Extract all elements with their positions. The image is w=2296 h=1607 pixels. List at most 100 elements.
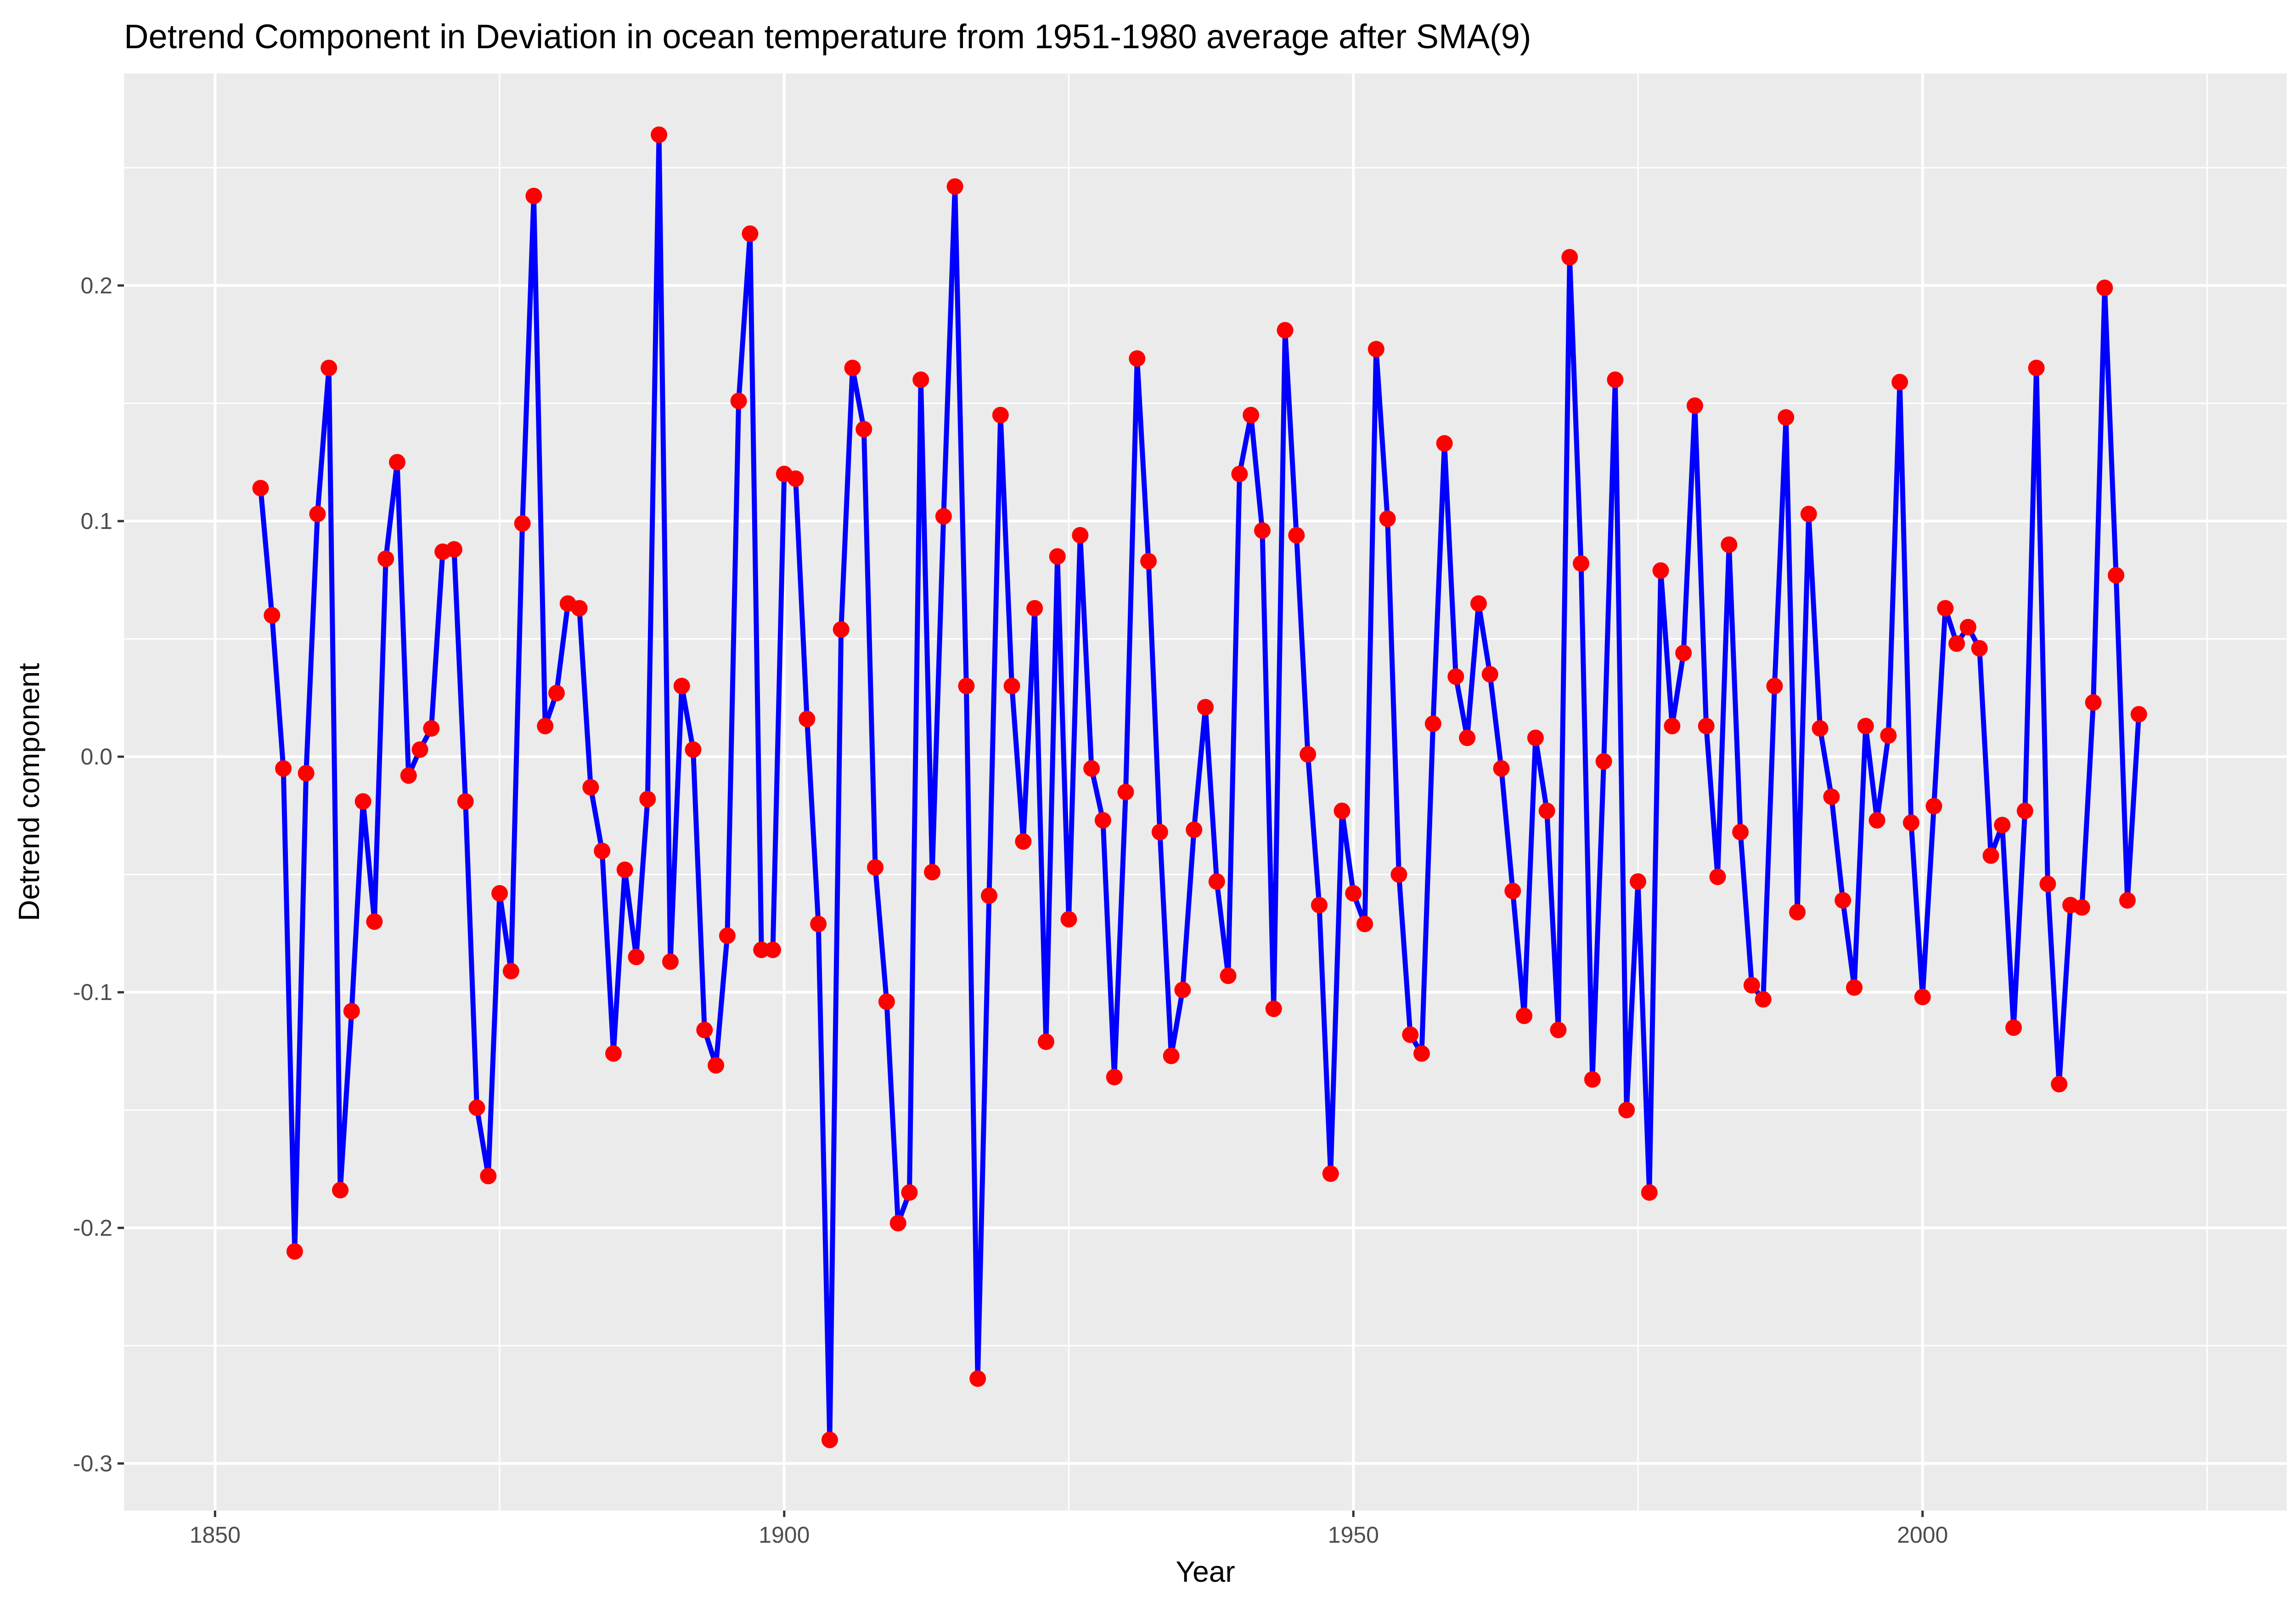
data-point: [1049, 548, 1066, 565]
data-point: [1800, 506, 1817, 523]
data-point: [605, 1045, 622, 1062]
data-point: [264, 607, 281, 624]
data-point: [502, 962, 519, 979]
data-point: [742, 225, 759, 242]
data-point: [1595, 753, 1612, 770]
data-point: [1231, 466, 1248, 483]
data-point: [1379, 510, 1396, 527]
data-point: [901, 1184, 918, 1201]
data-point: [1686, 397, 1703, 414]
data-point: [1481, 666, 1498, 683]
data-point: [275, 760, 292, 777]
data-point: [1994, 816, 2011, 833]
data-point: [1083, 760, 1100, 777]
minor-gridlines: [124, 73, 2287, 1511]
data-point: [912, 371, 929, 388]
data-point: [2108, 567, 2125, 584]
data-point: [252, 480, 269, 497]
data-point: [1322, 1165, 1339, 1182]
x-tick-label: 2000: [1897, 1522, 1948, 1548]
data-point: [1277, 322, 1294, 339]
data-point: [1902, 814, 1919, 831]
data-point: [537, 718, 554, 735]
data-point: [366, 913, 383, 930]
data-point: [2028, 360, 2045, 376]
data-point: [355, 793, 371, 810]
data-point: [765, 941, 781, 958]
data-point: [1003, 678, 1020, 695]
data-point: [2016, 803, 2033, 820]
data-point: [582, 779, 599, 796]
data-point: [400, 767, 417, 784]
data-point: [1470, 595, 1487, 612]
data-point: [1868, 812, 1885, 829]
data-point: [821, 1432, 838, 1449]
data-point: [2005, 1019, 2022, 1036]
data-point: [1186, 821, 1203, 838]
data-point: [1618, 1101, 1635, 1118]
data-point: [525, 187, 542, 204]
data-point: [1037, 1033, 1054, 1050]
data-point: [1356, 916, 1373, 933]
data-point: [468, 1099, 485, 1116]
data-point: [685, 741, 702, 758]
data-point: [1516, 1007, 1533, 1024]
data-point: [1254, 522, 1271, 539]
data-point: [1288, 527, 1305, 544]
data-point: [673, 678, 690, 695]
data-point: [1334, 803, 1351, 820]
data-point: [924, 864, 941, 881]
data-point: [1664, 718, 1681, 735]
data-point: [286, 1243, 303, 1260]
data-point: [1094, 812, 1111, 829]
data-point: [1778, 409, 1795, 426]
data-point: [491, 885, 508, 902]
data-point: [1755, 991, 1772, 1008]
data-point: [445, 541, 462, 558]
x-axis-title: Year: [1176, 1555, 1235, 1588]
data-point: [958, 678, 975, 695]
data-point: [377, 551, 394, 568]
data-point: [992, 407, 1009, 424]
data-point: [548, 685, 565, 702]
data-point: [1959, 618, 1976, 635]
data-point: [1584, 1071, 1601, 1088]
data-point: [1151, 824, 1168, 841]
data-point: [1948, 635, 1965, 652]
data-point: [1174, 982, 1191, 999]
data-point: [1891, 374, 1908, 391]
data-point: [935, 508, 952, 525]
data-point: [1300, 746, 1317, 763]
y-axis-ticks: -0.3 -0.2 -0.1 0.0 0.1 0.2: [73, 273, 124, 1476]
data-point: [628, 949, 645, 966]
data-point: [1140, 553, 1157, 570]
data-point: [833, 621, 850, 638]
plot-panel: [124, 73, 2287, 1511]
data-point: [696, 1022, 713, 1039]
data-point: [1573, 555, 1590, 572]
data-point: [1436, 435, 1453, 452]
data-point: [1914, 989, 1931, 1006]
data-point: [1550, 1022, 1567, 1039]
data-point: [1220, 967, 1237, 984]
data-point: [1607, 371, 1624, 388]
data-point: [1060, 911, 1077, 928]
data-point: [1812, 720, 1829, 737]
data-point: [1823, 788, 1840, 805]
data-point: [309, 506, 326, 523]
data-point: [1652, 562, 1669, 579]
data-point: [844, 360, 861, 376]
y-tick-label: -0.1: [73, 979, 113, 1005]
data-point: [1937, 600, 1954, 617]
x-tick-label: 1900: [759, 1522, 810, 1548]
y-tick-label: -0.3: [73, 1450, 113, 1476]
data-point: [855, 421, 872, 438]
data-point: [1072, 527, 1089, 544]
data-point: [1243, 407, 1260, 424]
data-point: [1504, 882, 1521, 899]
data-point: [1527, 729, 1544, 746]
y-tick-label: -0.2: [73, 1215, 113, 1241]
data-point: [981, 887, 997, 904]
